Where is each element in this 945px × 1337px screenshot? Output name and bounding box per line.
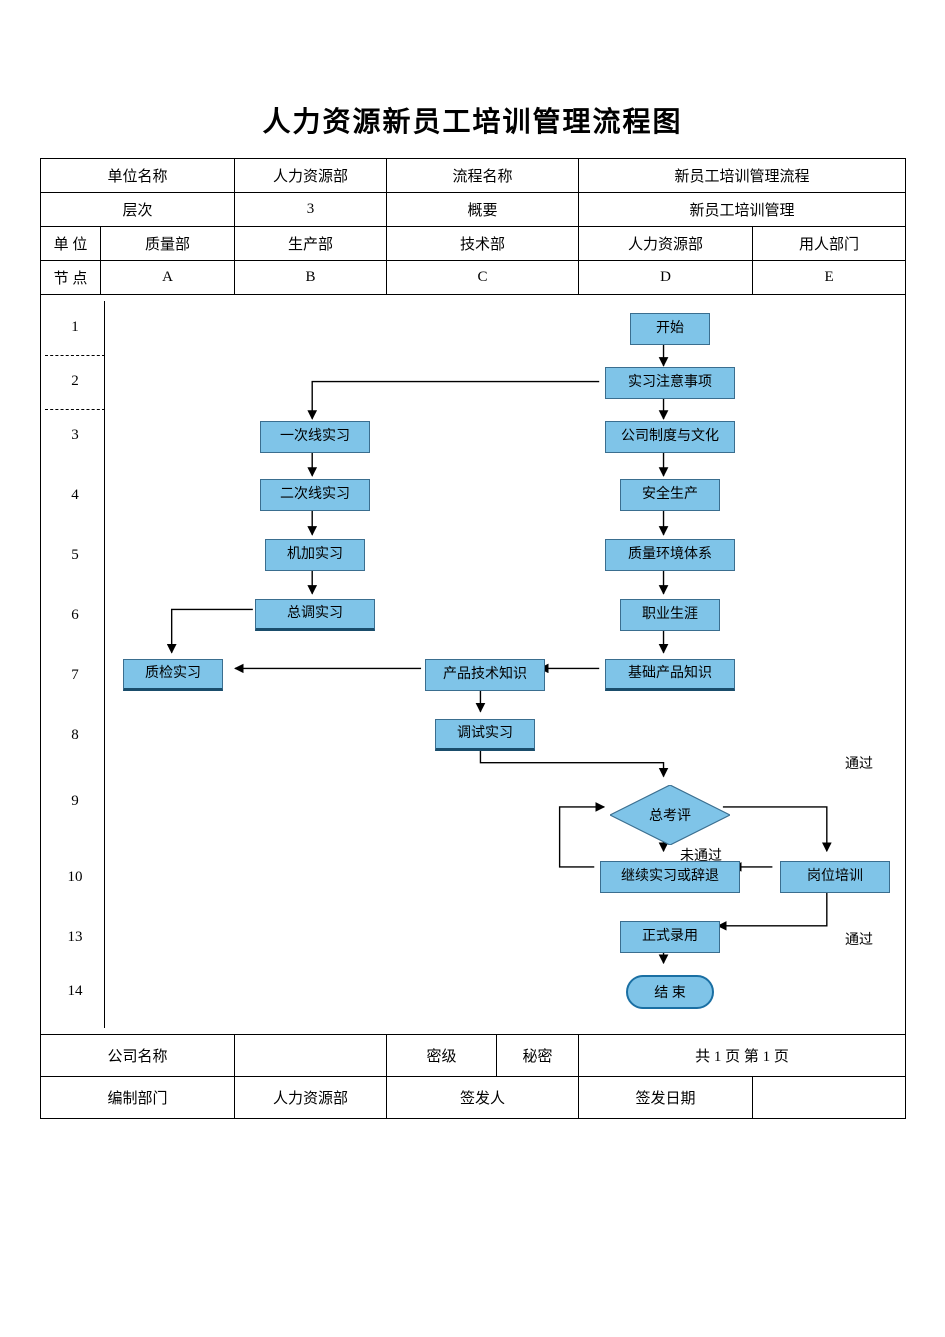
col-qa: 质量部 [101, 227, 235, 261]
sec-level-value: 秘密 [497, 1035, 579, 1077]
row-number-gutter: 1 2 3 4 5 6 7 8 9 10 13 14 [45, 301, 105, 1028]
node-D: D [579, 261, 753, 295]
sign-date-label: 签发日期 [579, 1077, 753, 1119]
node-internship-notes: 实习注意事项 [605, 367, 735, 399]
unit-name-label: 单位名称 [41, 159, 235, 193]
header-row-2: 层次 3 概要 新员工培训管理 [41, 193, 906, 227]
page-title: 人力资源新员工培训管理流程图 [40, 100, 905, 140]
footer-row-2: 编制部门 人力资源部 签发人 签发日期 [41, 1077, 906, 1119]
header-row-1: 单位名称 人力资源部 流程名称 新员工培训管理流程 [41, 159, 906, 193]
flow-row: 1 2 3 4 5 6 7 8 9 10 13 14 [41, 295, 906, 1035]
node-company-culture: 公司制度与文化 [605, 421, 735, 453]
label-pass-2: 通过 [845, 929, 873, 949]
flow-name-label: 流程名称 [387, 159, 579, 193]
node-end: 结 束 [626, 975, 714, 1009]
node-start: 开始 [630, 313, 710, 345]
footer-row-1: 公司名称 密级 秘密 共 1 页 第 1 页 [41, 1035, 906, 1077]
author-dept-value: 人力资源部 [235, 1077, 387, 1119]
row-num: 1 [45, 319, 105, 336]
node-machining-intern: 机加实习 [265, 539, 365, 571]
col-tech: 技术部 [387, 227, 579, 261]
row-num: 5 [45, 547, 105, 564]
node-safety: 安全生产 [620, 479, 720, 511]
level-value: 3 [235, 193, 387, 227]
main-table: 单位名称 人力资源部 流程名称 新员工培训管理流程 层次 3 概要 新员工培训管… [40, 158, 906, 1119]
node-C: C [387, 261, 579, 295]
row-num: 9 [45, 793, 105, 810]
node-letter-row: 节 点 A B C D E [41, 261, 906, 295]
row-num: 2 [45, 373, 105, 390]
node-basic-product: 基础产品知识 [605, 659, 735, 691]
node-product-tech: 产品技术知识 [425, 659, 545, 691]
node-E: E [753, 261, 906, 295]
label-fail: 未通过 [680, 845, 722, 865]
company-value [235, 1035, 387, 1077]
dept-name: 人力资源部 [235, 159, 387, 193]
row-num: 13 [45, 929, 105, 946]
page: 人力资源新员工培训管理流程图 单位名称 人力资源部 流程名称 新员工培训管理流程… [40, 100, 905, 1119]
col-userdept: 用人部门 [753, 227, 906, 261]
company-label: 公司名称 [41, 1035, 235, 1077]
row-num: 8 [45, 727, 105, 744]
col-unit: 单 位 [41, 227, 101, 261]
node-debug-intern: 调试实习 [435, 719, 535, 751]
page-count: 共 1 页 第 1 页 [579, 1035, 906, 1077]
node-qc-intern: 质检实习 [123, 659, 223, 691]
author-dept-label: 编制部门 [41, 1077, 235, 1119]
node-quality-env: 质量环境体系 [605, 539, 735, 571]
flowchart-canvas: 1 2 3 4 5 6 7 8 9 10 13 14 [45, 301, 901, 1028]
node-A: A [101, 261, 235, 295]
row-num: 14 [45, 983, 105, 1000]
node-post-training: 岗位培训 [780, 861, 890, 893]
node-formal-hire: 正式录用 [620, 921, 720, 953]
node-line1-intern: 一次线实习 [260, 421, 370, 453]
decision-label: 总考评 [610, 785, 730, 845]
row-num: 4 [45, 487, 105, 504]
sec-level-label: 密级 [387, 1035, 497, 1077]
label-pass: 通过 [845, 753, 873, 773]
row-num: 7 [45, 667, 105, 684]
col-hr: 人力资源部 [579, 227, 753, 261]
row-num: 10 [45, 869, 105, 886]
node-assembly-intern: 总调实习 [255, 599, 375, 631]
node-continue-or-dismiss: 继续实习或辞退 [600, 861, 740, 893]
node-line2-intern: 二次线实习 [260, 479, 370, 511]
node-career: 职业生涯 [620, 599, 720, 631]
summary-value: 新员工培训管理 [579, 193, 906, 227]
row-num: 6 [45, 607, 105, 624]
node-label: 节 点 [41, 261, 101, 295]
swimlane-headers: 单 位 质量部 生产部 技术部 人力资源部 用人部门 [41, 227, 906, 261]
signer-label: 签发人 [387, 1077, 579, 1119]
level-label: 层次 [41, 193, 235, 227]
node-B: B [235, 261, 387, 295]
summary-label: 概要 [387, 193, 579, 227]
sign-date-value [753, 1077, 906, 1119]
decision-evaluation: 总考评 [610, 785, 730, 845]
col-prod: 生产部 [235, 227, 387, 261]
row-num: 3 [45, 427, 105, 444]
flow-name: 新员工培训管理流程 [579, 159, 906, 193]
